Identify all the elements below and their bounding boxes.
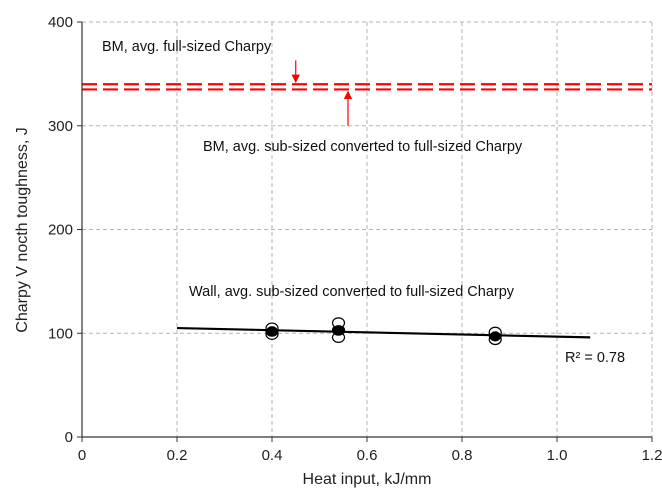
- trendline: [176, 326, 591, 339]
- data-point-s1-0: [266, 326, 278, 337]
- y-tick-label-2: 200: [48, 222, 73, 239]
- y-axis-label: Charpy V nocth toughness, J: [14, 127, 31, 332]
- annotation-r-squared: R² = 0.78: [565, 350, 625, 366]
- y-tick-labels: 0 100 200 300 400: [48, 14, 82, 446]
- x-tick-label-1: 0.2: [167, 447, 188, 464]
- data-points: [265, 317, 502, 346]
- y-tick-label-0: 0: [65, 429, 73, 446]
- x-tick-label-0: 0: [78, 447, 86, 464]
- grid: [82, 21, 653, 437]
- data-point-s1-1: [332, 325, 345, 336]
- x-tick-label-4: 0.8: [452, 447, 473, 464]
- reference-lines: [82, 83, 652, 91]
- x-tick-labels: 0 0.2 0.4 0.6 0.8 1.0 1.2: [78, 437, 662, 464]
- x-tick-label-2: 0.4: [262, 447, 283, 464]
- y-tick-label-1: 100: [48, 325, 73, 342]
- annotation-bm-sub: BM, avg. sub-sized converted to full-siz…: [203, 139, 523, 155]
- x-axis-label: Heat input, kJ/mm: [303, 471, 432, 488]
- x-tick-label-3: 0.6: [357, 447, 378, 464]
- y-tick-label-3: 300: [48, 118, 73, 135]
- trendline-group: [176, 326, 591, 339]
- x-tick-label-6: 1.2: [642, 447, 662, 464]
- x-tick-label-5: 1.0: [547, 447, 568, 464]
- y-tick-label-4: 400: [48, 14, 73, 31]
- data-point-s1-2: [489, 331, 501, 342]
- annotation-bm-full: BM, avg. full-sized Charpy: [102, 39, 272, 55]
- annotation-arrows: [291, 60, 353, 126]
- annotation-wall: Wall, avg. sub-sized converted to full-s…: [189, 284, 515, 300]
